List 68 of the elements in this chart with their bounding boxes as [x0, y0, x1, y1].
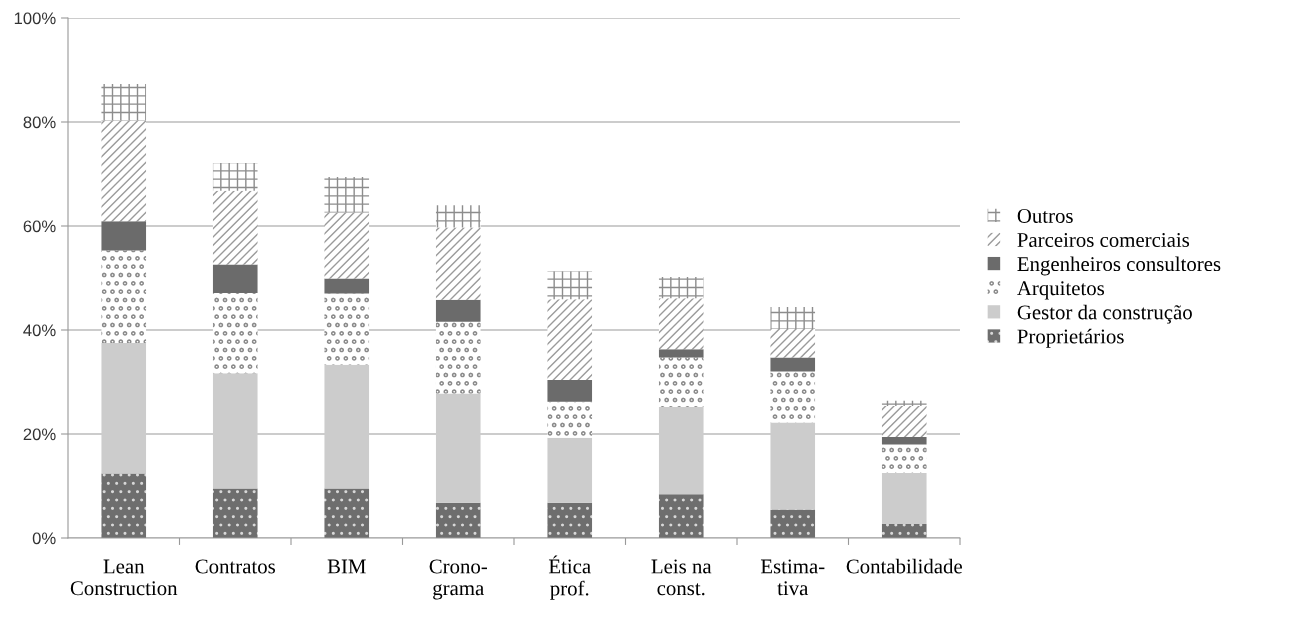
bar	[212, 293, 258, 374]
bar	[435, 299, 481, 322]
x-tick-label: Contabilidade	[846, 558, 962, 574]
legend-label: Arquitetos	[1017, 281, 1105, 300]
bar	[547, 271, 593, 300]
y-tick-label: 20%	[23, 428, 56, 441]
bar	[435, 502, 481, 538]
legend-label: Proprietários	[1017, 328, 1124, 348]
bar	[547, 401, 593, 438]
bar	[101, 84, 147, 121]
y-tick-label: 80%	[23, 116, 56, 129]
bar	[658, 349, 704, 358]
bar	[547, 379, 593, 402]
bar	[435, 227, 481, 300]
y-tick-label: 0%	[32, 532, 56, 545]
bar	[658, 494, 704, 538]
x-tick-label: BIM	[327, 559, 366, 574]
x-tick-label: Crono- grama	[429, 559, 488, 600]
x-tick-label: Ética prof.	[548, 555, 591, 600]
bar	[770, 328, 816, 358]
bar	[658, 276, 704, 299]
bar	[435, 205, 481, 228]
bar	[435, 321, 481, 394]
y-tick-label: 60%	[23, 220, 56, 233]
bar	[101, 473, 147, 538]
bar	[212, 163, 258, 191]
bar	[770, 371, 816, 423]
bar	[770, 307, 816, 329]
bar	[547, 502, 593, 538]
x-tick-label: Lean Construction	[70, 559, 178, 596]
legend-label: Parceiros comerciais	[1017, 233, 1190, 248]
bar	[101, 343, 147, 474]
bar	[324, 293, 370, 365]
bar	[881, 437, 927, 445]
legend-label: Outros	[1017, 208, 1073, 223]
bar	[770, 357, 816, 372]
legend-label: Gestor da construção	[1017, 304, 1192, 324]
bar	[881, 473, 927, 524]
bar	[881, 400, 927, 406]
bar	[324, 177, 370, 213]
bar	[212, 264, 258, 294]
legend-label: Engenheiros consultores	[1017, 256, 1221, 276]
bar	[324, 364, 370, 489]
bar	[881, 444, 927, 473]
x-tick-label: Leis na const.	[651, 559, 712, 596]
bar	[547, 299, 593, 380]
bar	[324, 212, 370, 279]
bar	[658, 298, 704, 350]
bar	[101, 120, 147, 222]
bar	[770, 509, 816, 538]
bar	[101, 250, 147, 343]
bar	[324, 488, 370, 538]
bar	[881, 523, 927, 538]
y-tick-label: 40%	[23, 324, 56, 337]
bar	[324, 278, 370, 294]
bar	[547, 437, 593, 503]
y-tick-label: 100%	[14, 12, 56, 25]
x-tick-label: Estima- tiva	[760, 559, 825, 596]
bar	[770, 422, 816, 510]
bar	[212, 373, 258, 489]
bar	[658, 406, 704, 495]
bar	[212, 488, 258, 538]
bar	[101, 221, 147, 251]
x-tick-label: Contratos	[195, 559, 275, 574]
bar	[658, 357, 704, 407]
bar	[881, 405, 927, 438]
bar	[435, 393, 481, 503]
bar	[212, 190, 258, 265]
